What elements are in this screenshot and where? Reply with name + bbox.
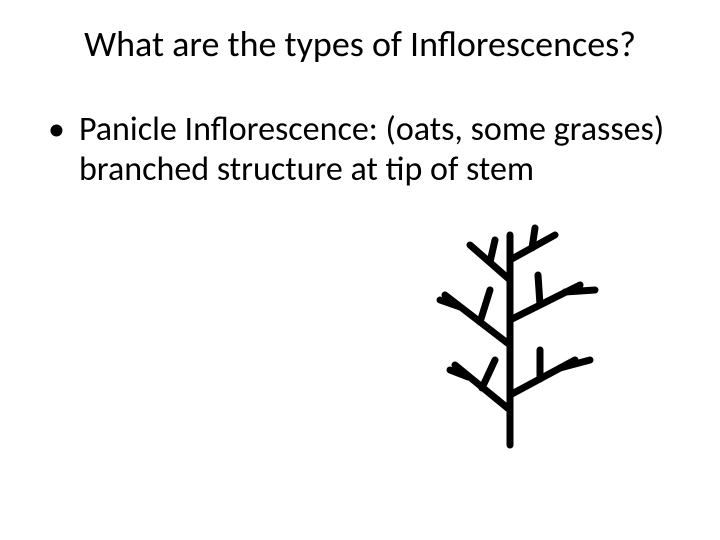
branch-stroke (532, 228, 535, 248)
branch-stroke (538, 275, 540, 305)
slide-body: • Panicle Inflorescence: (oats, some gra… (48, 110, 672, 190)
bullet-item: • Panicle Inflorescence: (oats, some gra… (48, 110, 672, 190)
bullet-marker: • (48, 110, 65, 150)
bullet-text: Panicle Inflorescence: (oats, some grass… (79, 110, 672, 190)
branch-stroke (480, 290, 490, 322)
branch-stroke (482, 360, 495, 388)
slide: What are the types of Inflorescences? • … (0, 0, 720, 540)
branch-stroke (565, 290, 595, 292)
slide-title: What are the types of Inflorescences? (0, 22, 720, 66)
panicle-diagram (360, 220, 620, 450)
branch-stroke (560, 360, 590, 368)
branch-stroke (490, 240, 495, 262)
